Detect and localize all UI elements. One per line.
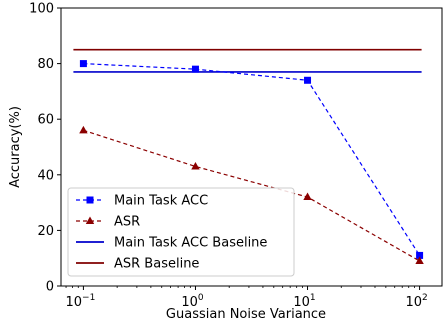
x-axis-label: Guassian Noise Variance [166,307,326,322]
legend-item: ASR [76,215,140,230]
x-tick-label-base: 10 [181,295,198,310]
x-tick-label-exponent: 1 [310,293,316,303]
x-tick-label-base: 10 [405,295,422,310]
data-point [79,125,88,134]
legend-swatch-marker [86,196,94,204]
x-tick-label-base: 10 [65,295,82,310]
legend-label: Main Task ACC Baseline [114,236,267,251]
x-tick-label: 10−1 [65,293,95,310]
legend-label: ASR [114,215,140,230]
data-point [191,65,199,73]
series-line [83,63,421,256]
data-point [79,60,87,68]
x-tick-label-base: 10 [293,295,310,310]
legend-label: ASR Baseline [114,257,199,272]
x-axis: 10−1 100 101 102 [65,286,428,310]
y-tick-label: 60 [37,113,54,128]
plot-frame [60,7,443,287]
x-tick-label-exponent: 0 [198,293,204,303]
y-axis: 0 20 40 60 80 100 [29,2,61,295]
legend-box [67,187,295,277]
x-tick-label-exponent: 2 [422,293,428,303]
legend-item: Main Task ACC Baseline [76,236,267,251]
x-tick-label: 102 [405,293,427,310]
data-point [416,251,424,259]
y-tick-label: 80 [37,57,54,72]
plot-area [60,7,443,287]
series-line [83,129,420,262]
legend: Main Task ACC ASR Main Task ACC Baseline AS… [67,187,295,277]
data-point [415,256,424,264]
data-point [303,192,312,201]
x-tick-label-exponent: −1 [82,293,95,303]
y-axis-label: Accuracy(%) [8,106,23,188]
data-point [191,161,200,170]
y-tick-label: 20 [37,224,54,239]
data-point [304,76,312,84]
legend-item: Main Task ACC [76,194,208,209]
y-tick-label: 40 [37,168,54,183]
x-tick-label: 100 [181,293,204,310]
y-tick-label: 100 [29,2,54,17]
legend-label: Main Task ACC [114,194,208,209]
legend-swatch-marker [85,216,95,224]
y-tick-label: 0 [46,280,54,295]
x-tick-label: 101 [293,293,315,310]
legend-item: ASR Baseline [76,257,199,272]
